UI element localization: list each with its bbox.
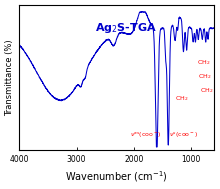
Text: CH$_2$: CH$_2$	[200, 86, 213, 95]
Text: CH$_2$: CH$_2$	[198, 72, 212, 81]
Text: $\nu^{s}$(coo$^-$): $\nu^{s}$(coo$^-$)	[169, 131, 199, 140]
Text: Ag$_2$S-TGA: Ag$_2$S-TGA	[95, 21, 157, 35]
Text: CH$_2$: CH$_2$	[197, 58, 210, 67]
Text: $\nu^{as}$(coo$^-$): $\nu^{as}$(coo$^-$)	[130, 131, 162, 140]
Text: CH$_2$: CH$_2$	[175, 94, 188, 103]
X-axis label: Wavenumber (cm$^{-1}$): Wavenumber (cm$^{-1}$)	[65, 169, 168, 184]
Y-axis label: Transmittance (%): Transmittance (%)	[5, 39, 14, 116]
